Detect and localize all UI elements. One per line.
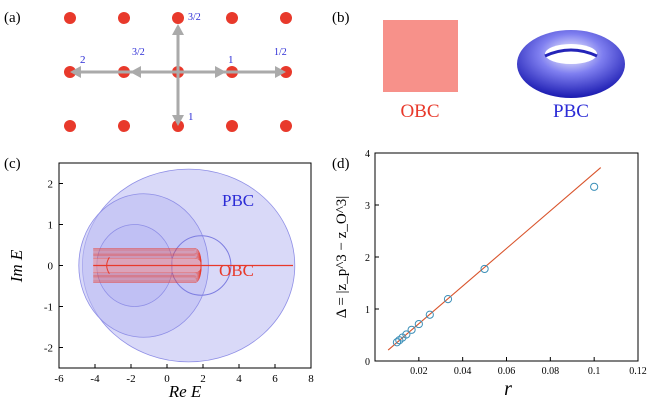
hopping-arrows: [78, 32, 278, 118]
lattice-site-1: [118, 12, 130, 24]
lattice-site-4: [280, 12, 292, 24]
xlabel-c: Re E: [168, 382, 202, 401]
ytick-label-c-1: 1: [48, 220, 54, 232]
ylabel-c: Im E: [7, 249, 26, 283]
hop-label-left-inner: 3/2: [132, 47, 145, 58]
pbc-label-b: PBC: [553, 101, 589, 122]
xtick-label-c-5: 4: [236, 373, 242, 385]
xtick-label-d-3: 0.06: [498, 366, 516, 377]
xtick-label-d-1: 0.02: [410, 366, 428, 377]
xtick-label-c-1: -4: [90, 373, 100, 385]
ytick-label-d-3: 3: [365, 201, 370, 212]
axes-frame-d: [374, 152, 639, 362]
lattice-site-10: [64, 120, 76, 132]
data-point-3: [402, 330, 411, 339]
lattice-site-0: [64, 12, 76, 24]
xtick-label-d-4: 0.08: [542, 366, 560, 377]
data-point-9: [590, 182, 599, 191]
data-point-6: [425, 310, 434, 319]
data-point-7: [443, 295, 453, 304]
panel-d: (d) 0.02 0.04 0.06 0.08 0.1 0.12 0 1 2 3 4 r Δ = |…: [332, 149, 647, 400]
hop-label-right-inner: 1: [228, 54, 234, 66]
data-point-0: [392, 338, 402, 347]
xtick-label-c-6: 6: [272, 373, 278, 385]
panel-b: (b) OBC PBC: [332, 10, 625, 122]
hop-label-left: 2: [80, 54, 86, 66]
pbc-torus: [517, 30, 625, 98]
ytick-label-c-2: 0: [48, 261, 54, 273]
obc-spectrum: [93, 247, 293, 284]
fit-line: [387, 167, 602, 351]
xtick-label-c-4: 2: [200, 373, 206, 385]
xtick-label-d-6: 0.12: [629, 366, 647, 377]
lattice-site-2: [172, 12, 184, 24]
hop-label-down: 1: [188, 111, 194, 123]
arrow-heads: [70, 24, 286, 126]
ytick-label-c-4: -2: [44, 343, 53, 355]
obc-square: [383, 20, 458, 92]
lattice-site-3: [226, 12, 238, 24]
lattice-site-14: [280, 120, 292, 132]
hop-label-right: 1/2: [274, 47, 287, 58]
plot-d: [387, 167, 602, 351]
xtick-label-c-3: 0: [164, 373, 170, 385]
ytick-label-d-2: 2: [365, 253, 370, 264]
ytick-label-c-3: -1: [44, 302, 53, 314]
obc-label-b: OBC: [400, 101, 439, 122]
panel-a-tag: (a): [4, 10, 21, 26]
ytick-label-d-4: 4: [365, 149, 370, 160]
obc-label-c: OBC: [219, 261, 254, 280]
hop-label-up: 3/2: [188, 12, 201, 23]
lattice-site-11: [118, 120, 130, 132]
panel-d-tag: (d): [332, 156, 350, 172]
ytick-label-d-1: 1: [365, 305, 370, 316]
hopping-labels: 3/2 1 2 3/2 1 1/2: [80, 12, 287, 123]
xtick-label-c-2: -2: [126, 373, 135, 385]
xtick-label-d-2: 0.04: [454, 366, 472, 377]
pbc-label-c: PBC: [222, 191, 254, 210]
ticks-d: 0.02 0.04 0.06 0.08 0.1 0.12 0 1 2 3 4: [365, 149, 647, 377]
panel-b-tag: (b): [332, 10, 350, 26]
ylabel-d: Δ = |z_p^3 − z_O^3|: [334, 196, 350, 318]
xtick-label-c-0: -6: [54, 373, 64, 385]
panel-a: (a) 3/2 1 2 3/2 1 1/2: [4, 10, 292, 132]
panel-c: (c) -6 -4 -2 0 2 4 6 8 2 1 0 -1 -2 PBC OBC Re E Im E: [4, 156, 314, 401]
ticks-c: -6 -4 -2 0 2 4 6 8 2 1 0 -1 -2: [44, 179, 314, 386]
data-point-4: [407, 325, 416, 334]
data-point-8: [480, 264, 489, 274]
ytick-label-c-0: 2: [48, 179, 54, 191]
data-point-5: [414, 319, 423, 329]
panel-c-tag: (c): [4, 156, 21, 172]
lattice-site-13: [226, 120, 238, 132]
xtick-label-d-5: 0.1: [588, 366, 601, 377]
xlabel-d: r: [504, 378, 512, 400]
xtick-label-c-7: 8: [308, 373, 314, 385]
ytick-label-d-0: 0: [365, 357, 370, 368]
